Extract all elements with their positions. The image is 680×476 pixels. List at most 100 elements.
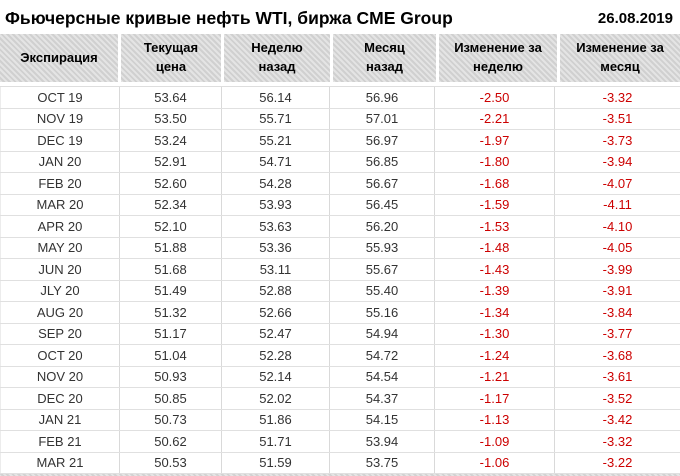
value-cell: 55.21 bbox=[222, 130, 330, 151]
value-cell: -3.73 bbox=[602, 132, 633, 148]
value-cell: 54.15 bbox=[330, 409, 435, 430]
value-cell: -2.21 bbox=[435, 108, 555, 129]
expiration-cell: FEB 21 bbox=[0, 431, 120, 452]
value-cell: 57.01 bbox=[330, 108, 435, 129]
expiration-cell: JAN 20 bbox=[0, 151, 120, 172]
value-cell: 53.93 bbox=[222, 194, 330, 215]
expiration-cell: JLY 20 bbox=[0, 280, 120, 301]
value-cell: -1.30 bbox=[435, 323, 555, 344]
value-cell: 55.40 bbox=[330, 280, 435, 301]
expiration-cell: JUN 20 bbox=[0, 259, 120, 280]
value-cell: -1.80 bbox=[435, 151, 555, 172]
value-cell: -1.06 bbox=[435, 452, 555, 473]
value-cell: 52.34 bbox=[120, 194, 222, 215]
value-cell: 54.94 bbox=[330, 323, 435, 344]
value-cell: -1.43 bbox=[435, 259, 555, 280]
value-cell: -3.32 bbox=[602, 89, 633, 105]
value-cell: 53.75 bbox=[330, 452, 435, 473]
value-cell: 55.67 bbox=[330, 259, 435, 280]
value-cell: 54.28 bbox=[222, 173, 330, 194]
value-cell: -3.99 bbox=[602, 261, 633, 277]
table-body: OCT 19 53.64 56.14 56.96 -2.50 -3.32 NOV 19 53.… bbox=[0, 86, 680, 474]
value-cell: 53.50 bbox=[120, 108, 222, 129]
expiration-cell: JAN 21 bbox=[0, 409, 120, 430]
page-title: Фьючерсные кривые нефть WTI, биржа CME G… bbox=[5, 8, 453, 28]
value-cell: -1.48 bbox=[435, 237, 555, 258]
value-cell: 52.60 bbox=[120, 173, 222, 194]
value-cell: -1.24 bbox=[435, 345, 555, 366]
title-bar: Фьючерсные кривые нефть WTI, биржа CME G… bbox=[0, 0, 680, 34]
column-header-expiration: Экспирация bbox=[0, 34, 118, 82]
value-cell: 51.86 bbox=[222, 409, 330, 430]
expiration-cell: NOV 20 bbox=[0, 366, 120, 387]
value-cell: -1.53 bbox=[435, 216, 555, 237]
table-row: DEC 20 50.85 52.02 54.37 -1.17 -3.52 bbox=[0, 388, 680, 410]
value-cell: -1.13 bbox=[435, 409, 555, 430]
value-cell: 53.24 bbox=[120, 130, 222, 151]
value-cell: 51.88 bbox=[120, 237, 222, 258]
value-cell: 51.59 bbox=[222, 452, 330, 473]
value-cell: 52.10 bbox=[120, 216, 222, 237]
table-bottom-border bbox=[0, 474, 680, 476]
value-cell: 53.63 bbox=[222, 216, 330, 237]
value-cell: -3.22 bbox=[602, 455, 633, 471]
column-header-week-ago: Неделю назад bbox=[224, 34, 330, 82]
column-header-week-change: Изменение за неделю bbox=[439, 34, 557, 82]
value-cell: 53.64 bbox=[120, 87, 222, 108]
report-date: 26.08.2019 bbox=[597, 10, 673, 27]
value-cell: -3.77 bbox=[602, 326, 633, 342]
value-cell: -1.17 bbox=[435, 388, 555, 409]
value-cell: -1.21 bbox=[435, 366, 555, 387]
value-cell: -3.51 bbox=[602, 111, 633, 127]
value-cell: 50.85 bbox=[120, 388, 222, 409]
table-row: JLY 20 51.49 52.88 55.40 -1.39 -3.91 bbox=[0, 280, 680, 302]
expiration-cell: MAY 20 bbox=[0, 237, 120, 258]
expiration-cell: DEC 20 bbox=[0, 388, 120, 409]
table-row: OCT 20 51.04 52.28 54.72 -1.24 -3.68 bbox=[0, 345, 680, 367]
value-cell: 52.88 bbox=[222, 280, 330, 301]
value-cell: -3.32 bbox=[602, 433, 633, 449]
expiration-cell: AUG 20 bbox=[0, 302, 120, 323]
value-cell: -3.52 bbox=[602, 390, 633, 406]
value-cell: -4.11 bbox=[603, 197, 632, 213]
value-cell: 54.71 bbox=[222, 151, 330, 172]
value-cell: 54.54 bbox=[330, 366, 435, 387]
value-cell: -3.91 bbox=[602, 283, 633, 299]
value-cell: -3.84 bbox=[602, 304, 633, 320]
table-row: MAR 20 52.34 53.93 56.45 -1.59 -4.11 bbox=[0, 194, 680, 216]
value-cell: 51.04 bbox=[120, 345, 222, 366]
expiration-cell: SEP 20 bbox=[0, 323, 120, 344]
value-cell: 56.96 bbox=[330, 87, 435, 108]
value-cell: 51.68 bbox=[120, 259, 222, 280]
value-cell: -3.42 bbox=[602, 412, 633, 428]
expiration-cell: MAR 20 bbox=[0, 194, 120, 215]
value-cell: 52.66 bbox=[222, 302, 330, 323]
table-row: DEC 19 53.24 55.21 56.97 -1.97 -3.73 bbox=[0, 130, 680, 152]
table-row: OCT 19 53.64 56.14 56.96 -2.50 -3.32 bbox=[0, 87, 680, 109]
expiration-cell: OCT 20 bbox=[0, 345, 120, 366]
value-cell: 56.97 bbox=[330, 130, 435, 151]
value-cell: 56.20 bbox=[330, 216, 435, 237]
value-cell: 55.16 bbox=[330, 302, 435, 323]
futures-table: Экспирация Текущая цена Неделю назад Мес… bbox=[0, 34, 680, 474]
value-cell: 51.17 bbox=[120, 323, 222, 344]
value-cell: -1.68 bbox=[435, 173, 555, 194]
value-cell: 51.49 bbox=[120, 280, 222, 301]
table-row: JAN 21 50.73 51.86 54.15 -1.13 -3.42 bbox=[0, 409, 680, 431]
value-cell: -3.61 bbox=[602, 369, 633, 385]
table-row: JUN 20 51.68 53.11 55.67 -1.43 -3.99 bbox=[0, 259, 680, 281]
table-row: SEP 20 51.17 52.47 54.94 -1.30 -3.77 bbox=[0, 323, 680, 345]
column-header-month-change: Изменение за месяц bbox=[560, 34, 680, 82]
value-cell: 50.93 bbox=[120, 366, 222, 387]
value-cell: -4.05 bbox=[602, 240, 633, 256]
value-cell: 52.28 bbox=[222, 345, 330, 366]
value-cell: 53.11 bbox=[222, 259, 330, 280]
value-cell: 56.45 bbox=[330, 194, 435, 215]
value-cell: -1.39 bbox=[435, 280, 555, 301]
table-row: FEB 20 52.60 54.28 56.67 -1.68 -4.07 bbox=[0, 173, 680, 195]
value-cell: 50.62 bbox=[120, 431, 222, 452]
expiration-cell: DEC 19 bbox=[0, 130, 120, 151]
value-cell: 56.85 bbox=[330, 151, 435, 172]
value-cell: -1.59 bbox=[435, 194, 555, 215]
value-cell: -4.10 bbox=[602, 218, 633, 234]
